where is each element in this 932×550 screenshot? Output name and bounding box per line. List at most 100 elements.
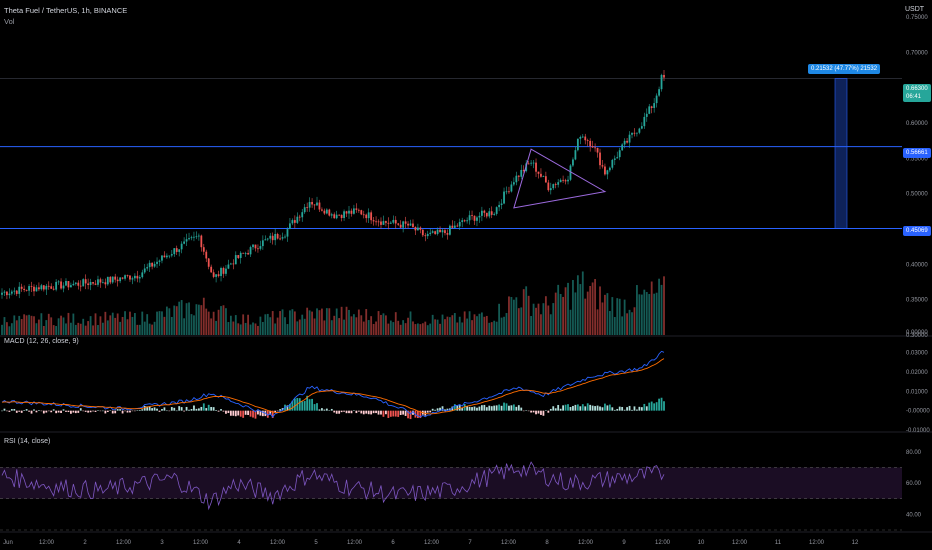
volume-bar bbox=[490, 322, 493, 335]
candle-body bbox=[119, 277, 122, 282]
volume-bar bbox=[611, 297, 614, 335]
candle-body bbox=[653, 103, 656, 108]
volume-bar bbox=[207, 311, 210, 335]
candle-body bbox=[321, 209, 323, 211]
candle-body bbox=[308, 201, 311, 208]
macd-histogram-bar bbox=[269, 410, 272, 415]
candle-body bbox=[274, 233, 277, 241]
volume-bar bbox=[357, 309, 360, 335]
x-tick-label: 12:00 bbox=[501, 540, 517, 546]
candle-body bbox=[480, 210, 483, 216]
candle-body bbox=[387, 222, 390, 224]
volume-bar bbox=[576, 275, 579, 335]
macd-histogram-bar bbox=[648, 402, 651, 411]
macd-histogram-bar bbox=[60, 410, 62, 413]
volume-bar bbox=[35, 323, 38, 335]
price-tick-label: 0.30000 bbox=[906, 333, 928, 339]
candle-body bbox=[247, 253, 249, 255]
candle-body bbox=[193, 236, 195, 238]
volume-bar bbox=[42, 325, 45, 335]
macd-histogram-bar bbox=[178, 406, 181, 411]
candle-body bbox=[252, 244, 254, 248]
volume-bar bbox=[653, 293, 656, 335]
macd-histogram-bar bbox=[94, 410, 97, 412]
macd-histogram-bar bbox=[444, 409, 446, 411]
macd-histogram-bar bbox=[653, 403, 656, 411]
macd-histogram-bar bbox=[456, 405, 459, 411]
volume-bar bbox=[153, 321, 156, 335]
volume-bar bbox=[13, 315, 16, 335]
volume-bar bbox=[131, 316, 134, 335]
volume-bar bbox=[45, 320, 48, 335]
macd-histogram-bar bbox=[308, 399, 311, 411]
candle-body bbox=[301, 212, 304, 218]
rsi-tick-label: 40.00 bbox=[906, 512, 922, 518]
macd-histogram-bar bbox=[608, 404, 611, 411]
macd-histogram-bar bbox=[389, 410, 392, 417]
macd-histogram-bar bbox=[210, 406, 213, 411]
macd-histogram-bar bbox=[638, 406, 641, 411]
candle-body bbox=[65, 281, 67, 286]
candle-body bbox=[20, 286, 23, 289]
macd-histogram-bar bbox=[567, 404, 569, 411]
macd-histogram-bar bbox=[564, 404, 567, 411]
candle-body bbox=[370, 212, 373, 221]
volume-bar bbox=[404, 323, 407, 335]
macd-histogram-bar bbox=[476, 407, 478, 411]
candle-body bbox=[604, 166, 606, 175]
x-tick-label: 6 bbox=[391, 540, 395, 546]
volume-bar bbox=[276, 317, 279, 335]
macd-label: MACD (12, 26, close, 9) bbox=[4, 338, 79, 345]
volume-bar bbox=[323, 320, 326, 335]
candle-body bbox=[281, 237, 284, 239]
volume-bar bbox=[613, 317, 616, 335]
macd-histogram-bar bbox=[109, 410, 112, 411]
macd-histogram-bar bbox=[488, 405, 491, 411]
macd-histogram-bar bbox=[247, 410, 249, 415]
volume-bar bbox=[141, 311, 144, 335]
macd-histogram-bar bbox=[298, 398, 301, 411]
volume-bar bbox=[264, 314, 267, 335]
candle-body bbox=[663, 74, 665, 78]
macd-histogram-bar bbox=[392, 410, 395, 417]
macd-histogram-bar bbox=[227, 410, 230, 414]
candle-body bbox=[126, 275, 129, 277]
macd-histogram-bar bbox=[25, 409, 28, 411]
macd-histogram-bar bbox=[429, 410, 432, 413]
volume-bar bbox=[439, 323, 441, 335]
candle-body bbox=[453, 225, 456, 228]
macd-histogram-bar bbox=[589, 404, 592, 411]
volume-bar bbox=[242, 314, 245, 335]
volume-bar bbox=[306, 307, 309, 335]
candle-body bbox=[476, 217, 478, 221]
volume-bar bbox=[72, 313, 75, 335]
macd-histogram-bar bbox=[183, 410, 186, 412]
macd-histogram-bar bbox=[156, 408, 158, 411]
macd-histogram-bar bbox=[220, 409, 222, 411]
macd-histogram-bar bbox=[633, 406, 636, 411]
volume-bar bbox=[124, 311, 126, 335]
candle-body bbox=[94, 283, 97, 285]
macd-histogram-bar bbox=[463, 404, 466, 411]
macd-histogram-bar bbox=[274, 410, 277, 413]
candle-body bbox=[188, 238, 190, 240]
macd-histogram-bar bbox=[281, 408, 284, 411]
macd-histogram-bar bbox=[266, 410, 269, 418]
volume-bar bbox=[468, 311, 471, 335]
macd-histogram-bar bbox=[52, 409, 55, 411]
volume-bar bbox=[92, 325, 94, 335]
macd-histogram-bar bbox=[190, 409, 193, 411]
candle-body bbox=[62, 285, 65, 289]
candle-body bbox=[291, 220, 294, 224]
macd-histogram-bar bbox=[397, 410, 400, 417]
macd-histogram-bar bbox=[426, 410, 429, 413]
volume-bar bbox=[355, 317, 358, 335]
candle-body bbox=[636, 132, 638, 134]
volume-bar bbox=[480, 312, 483, 335]
macd-histogram-bar bbox=[616, 408, 619, 411]
volume-bar bbox=[453, 313, 456, 335]
candle-body bbox=[325, 209, 328, 214]
macd-histogram-bar bbox=[500, 405, 503, 411]
volume-bar bbox=[38, 319, 40, 335]
